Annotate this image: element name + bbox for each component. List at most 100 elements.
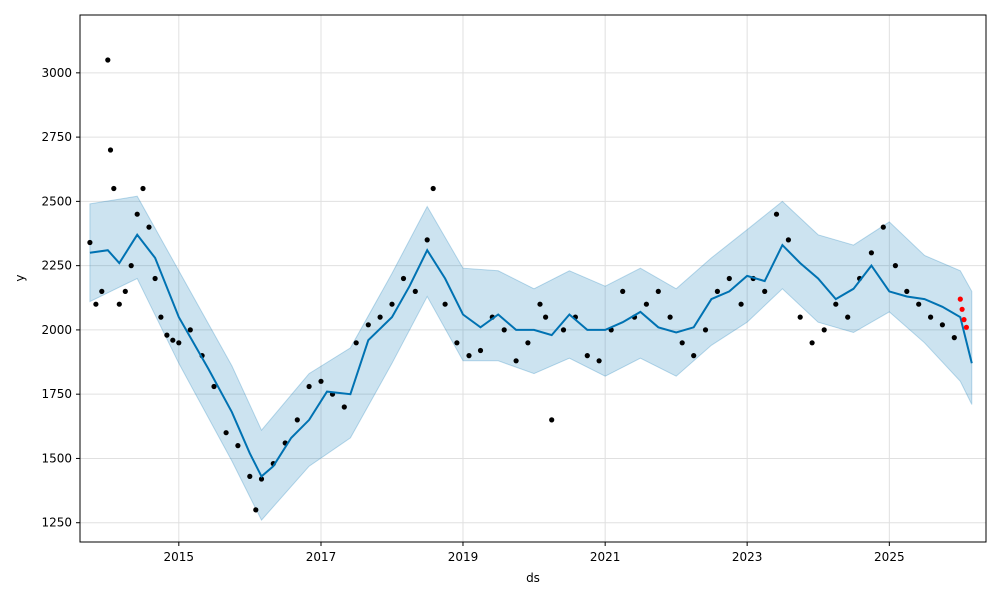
observed-point [620,288,626,294]
x-tick-label: 2023 [732,550,763,564]
observed-point [164,332,170,338]
observed-points [87,57,957,513]
observed-point [667,314,673,320]
observed-point [596,358,602,364]
recent-point [963,324,970,330]
observed-point [868,250,875,256]
observed-point [726,275,732,282]
observed-point [762,288,768,294]
observed-point [128,263,134,269]
observed-point [939,322,946,328]
observed-point [107,147,114,153]
y-tick-label: 3000 [41,66,72,80]
observed-point [543,314,549,320]
observed-point [549,417,555,423]
observed-point [454,340,460,346]
observed-point [134,211,140,217]
observed-point [170,337,176,343]
recent-point [957,296,963,302]
observed-point [655,288,661,294]
observed-point [845,314,851,320]
observed-point [797,314,803,320]
observed-point [294,417,300,423]
observed-point [341,404,347,410]
observed-point [702,327,709,333]
observed-point [140,185,146,192]
observed-point [785,237,792,243]
observed-point [560,327,567,333]
observed-point [643,301,650,307]
x-tick-label: 2025 [874,550,905,564]
observed-point [880,224,886,230]
observed-point [111,185,117,192]
observed-point [584,353,590,359]
observed-point [87,239,93,246]
x-tick-label: 2015 [164,550,195,564]
x-tick-label: 2021 [590,550,621,564]
observed-point [916,301,922,307]
observed-point [833,301,839,307]
y-axis-ticks: 1250 1500 1750 2000 2250 2500 2750 3000 [41,66,80,530]
observed-point [116,301,122,307]
observed-point [365,322,371,328]
uncertainty-band-area [89,195,973,521]
recent-point [961,317,967,323]
uncertainty-band [89,195,973,521]
observed-point [442,301,448,307]
observed-point [235,443,241,449]
y-tick-label: 2250 [41,259,72,273]
observed-point [306,383,312,390]
observed-point [400,275,407,282]
x-tick-label: 2017 [306,550,337,564]
y-tick-label: 1500 [41,451,72,465]
observed-point [537,301,543,307]
recent-points [957,296,970,330]
observed-point [424,237,430,243]
observed-point [318,378,324,384]
observed-point [253,507,259,513]
observed-point [501,327,507,333]
observed-point [152,275,158,282]
observed-point [892,263,899,269]
observed-point [93,301,99,307]
observed-point [211,383,217,390]
observed-point [525,340,531,346]
trend-forecast-line [89,233,973,478]
observed-point [377,314,383,320]
observed-point [679,340,685,346]
observed-point [738,301,744,307]
plot-frame [79,14,987,543]
observed-point [477,347,484,354]
observed-point [412,288,418,294]
observed-point [158,314,164,320]
y-tick-label: 1750 [41,387,72,401]
observed-point [223,430,229,436]
observed-point [951,335,957,341]
observed-point [928,314,934,320]
observed-point [146,224,152,230]
observed-point [513,358,519,364]
observed-point [430,185,436,192]
grid-lines [80,15,986,542]
observed-point [105,57,111,63]
y-tick-label: 2750 [41,130,72,144]
observed-point [466,353,472,359]
x-axis-ticks: 2015 2017 2019 2021 2023 2025 [164,542,905,564]
y-tick-label: 2500 [41,194,72,208]
observed-point [258,476,265,482]
observed-point [353,340,359,346]
observed-point [691,353,697,359]
observed-point [122,288,128,294]
recent-point [959,306,965,312]
observed-point [176,340,182,346]
x-axis-label: ds [526,571,540,585]
observed-point [773,211,780,217]
observed-point [389,301,395,307]
observed-point [809,340,815,346]
x-tick-label: 2019 [448,550,479,564]
observed-point [904,288,910,294]
observed-point [187,327,193,333]
y-axis-label: y [13,274,27,281]
y-tick-label: 2000 [41,323,72,337]
